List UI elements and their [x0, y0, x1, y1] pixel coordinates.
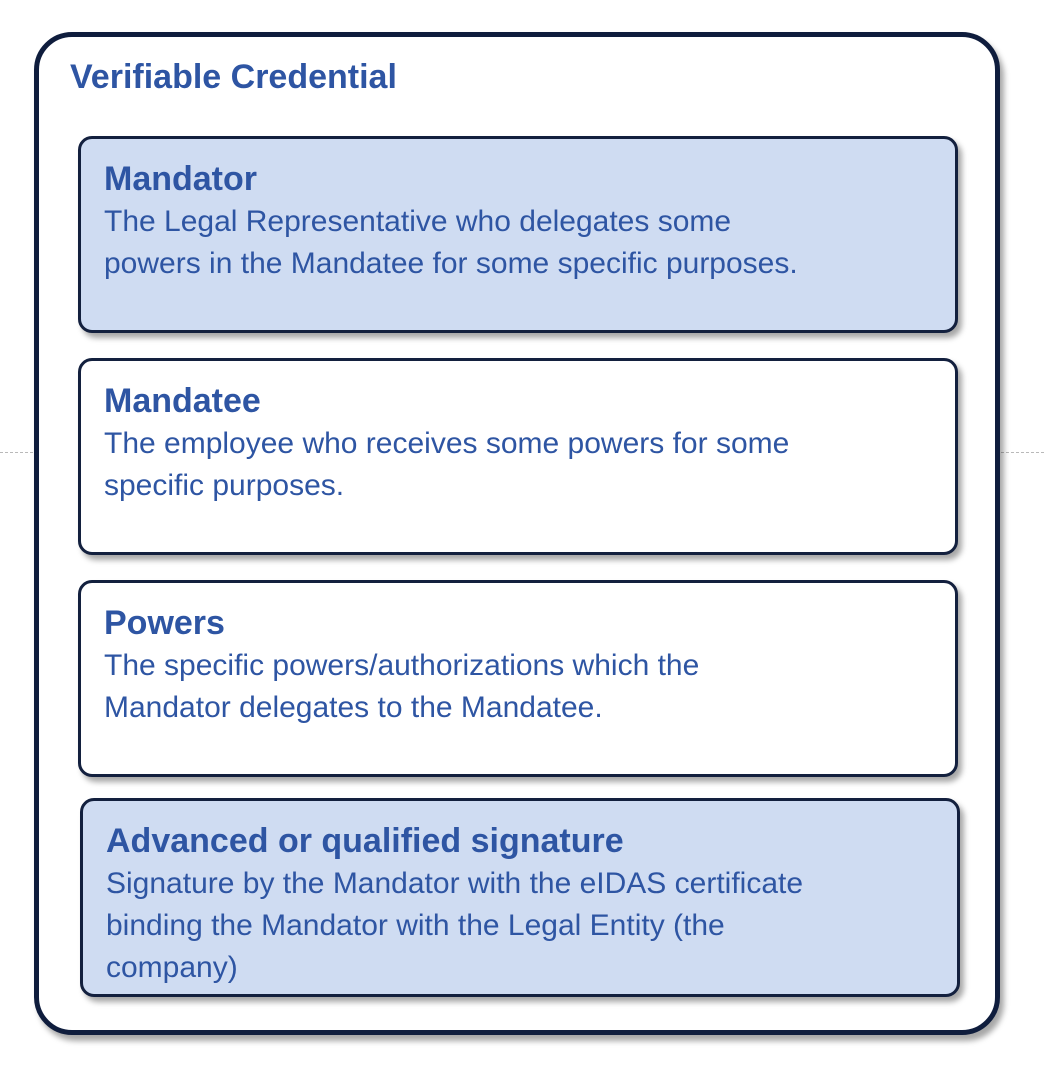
description-line: powers in the Mandatee for some specific… [104, 247, 798, 280]
signature-description: Signature by the Mandator with the eIDAS… [106, 863, 957, 989]
mandatee-description: The employee who receives some powers fo… [104, 423, 955, 507]
signature-card: Advanced or qualified signature Signatur… [80, 798, 960, 997]
description-line: Signature by the Mandator with the eIDAS… [106, 867, 804, 900]
mandatee-card: Mandatee The employee who receives some … [78, 358, 958, 555]
powers-card: Powers The specific powers/authorization… [78, 580, 958, 777]
container-title: Verifiable Credential [70, 58, 397, 96]
powers-description: The specific powers/authorizations which… [104, 645, 955, 729]
description-line: binding the Mandator with the Legal Enti… [106, 909, 725, 942]
description-line: The employee who receives some powers fo… [104, 427, 790, 460]
signature-title: Advanced or qualified signature [106, 822, 624, 860]
powers-title: Powers [104, 604, 225, 642]
description-line: specific purposes. [104, 469, 345, 502]
description-line: The specific powers/authorizations which… [104, 649, 700, 682]
description-line: company) [106, 951, 238, 984]
mandatee-title: Mandatee [104, 382, 261, 420]
mandator-title: Mandator [104, 160, 257, 198]
description-line: The Legal Representative who delegates s… [104, 205, 732, 238]
mandator-card: Mandator The Legal Representative who de… [78, 136, 958, 333]
mandator-description: The Legal Representative who delegates s… [104, 201, 955, 285]
description-line: Mandator delegates to the Mandatee. [104, 691, 603, 724]
